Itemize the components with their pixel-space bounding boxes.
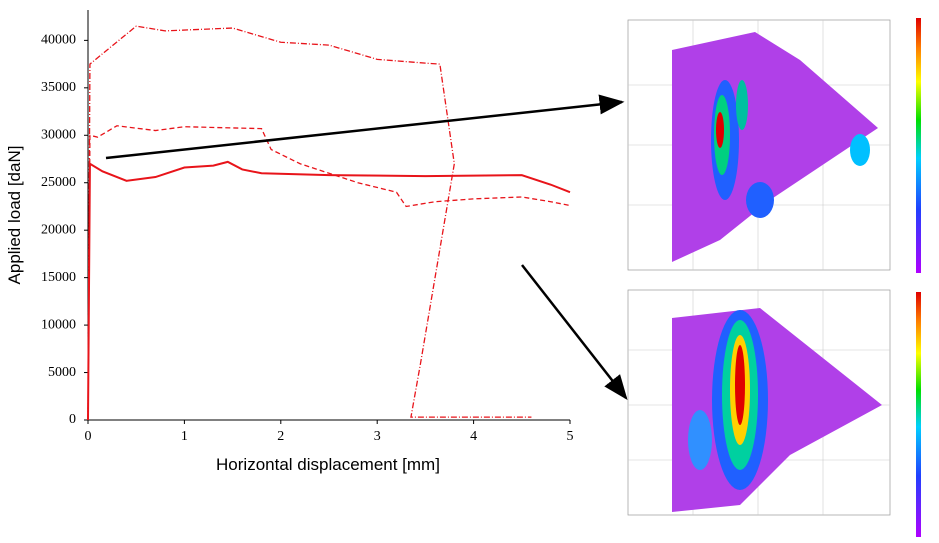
x-tick-label: 3 <box>374 429 381 444</box>
y-tick-label: 10000 <box>41 317 76 332</box>
load-curve <box>87 160 571 421</box>
y-tick-label: 5000 <box>48 365 76 380</box>
y-tick-label: 15000 <box>41 270 76 285</box>
y-tick-label: 0 <box>69 412 76 427</box>
y-tick-label: 25000 <box>41 175 76 190</box>
arrow <box>105 94 625 160</box>
arrow <box>521 264 628 400</box>
y-tick-label: 40000 <box>41 33 76 48</box>
x-tick-label: 0 <box>85 429 92 444</box>
x-tick-label: 2 <box>277 429 284 444</box>
strain-map-top <box>627 18 921 273</box>
y-tick-label: 35000 <box>41 80 76 95</box>
x-tick-label: 4 <box>470 429 477 444</box>
x-tick-label: 5 <box>567 429 574 444</box>
x-tick-label: 1 <box>181 429 188 444</box>
y-tick-label: 20000 <box>41 222 76 237</box>
load-curve <box>87 125 571 421</box>
x-axis-label: Horizontal displacement [mm] <box>216 455 440 474</box>
plot: 0 5000 10000 15000 20000 25000 30000 35000 40000… <box>41 10 574 444</box>
strain-map-bottom <box>627 289 921 537</box>
load-curve <box>87 25 532 421</box>
y-tick-label: 30000 <box>41 127 76 142</box>
y-axis-label: Applied load [daN] <box>5 146 24 285</box>
